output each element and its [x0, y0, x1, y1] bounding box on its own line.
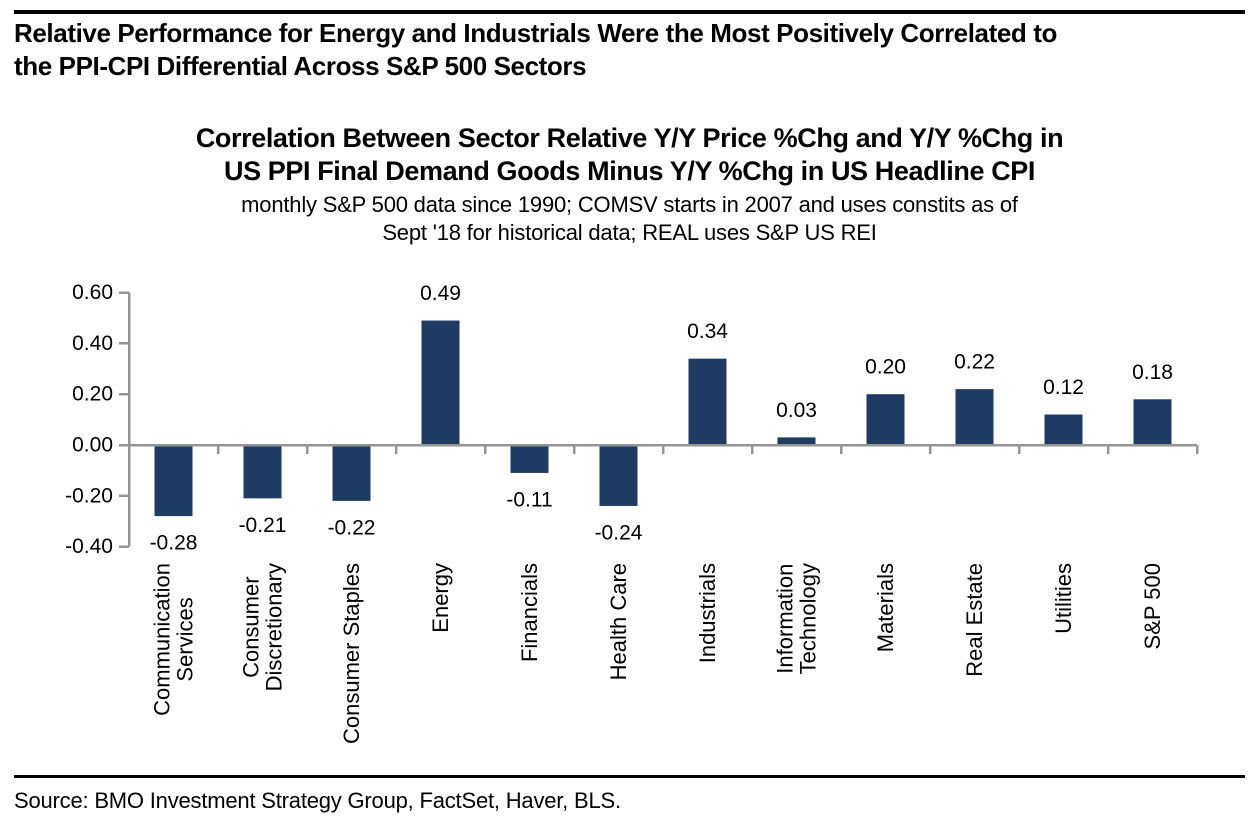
bar-value-label: 0.18	[1132, 361, 1173, 384]
y-axis-tick-label: 0.40	[72, 332, 113, 355]
bar	[421, 320, 460, 445]
category-label: Utilities	[1051, 563, 1076, 634]
chart-subtitle: monthly S&P 500 data since 1990; COMSV s…	[0, 191, 1259, 247]
page-title-line1: Relative Performance for Energy and Indu…	[14, 18, 1057, 48]
bar	[1133, 399, 1172, 445]
category-label: Information	[773, 564, 798, 674]
bar-value-label: -0.24	[595, 521, 643, 544]
category-label: Discretionary	[262, 563, 287, 691]
bar	[332, 445, 371, 501]
category-label: Financials	[517, 563, 542, 662]
bar-value-label: 0.12	[1043, 376, 1084, 399]
bar-value-label: -0.21	[239, 514, 287, 537]
bar-value-label: -0.28	[150, 532, 198, 555]
chart-subtitle-line2: Sept '18 for historical data; REAL uses …	[382, 220, 877, 245]
y-axis-tick-label: 0.20	[72, 383, 113, 406]
bar-value-label: 0.49	[420, 282, 461, 305]
y-axis-tick-label: -0.20	[65, 484, 113, 507]
chart-subtitle-line1: monthly S&P 500 data since 1990; COMSV s…	[241, 192, 1018, 217]
category-label: Consumer	[239, 576, 264, 677]
bar	[154, 445, 193, 517]
bar-value-label: 0.34	[687, 320, 728, 343]
bar	[1044, 414, 1083, 445]
category-label: Services	[173, 597, 198, 681]
category-label: S&P 500	[1140, 563, 1165, 649]
bar	[599, 445, 638, 506]
category-label: Energy	[428, 563, 453, 633]
category-label: Materials	[873, 563, 898, 652]
bar	[243, 445, 282, 499]
bar	[866, 394, 905, 445]
bar-value-label: 0.03	[776, 399, 817, 422]
category-label: Health Care	[606, 563, 631, 680]
category-label: Real Estate	[962, 563, 987, 677]
bar-value-label: 0.20	[865, 356, 906, 379]
page-title-line2: the PPI-CPI Differential Across S&P 500 …	[14, 51, 587, 81]
bar	[955, 389, 994, 445]
bar	[688, 358, 727, 445]
y-axis-tick-label: 0.00	[72, 434, 113, 457]
chart-title: Correlation Between Sector Relative Y/Y …	[0, 122, 1259, 188]
bar-value-label: 0.22	[954, 351, 995, 374]
top-divider	[14, 10, 1245, 14]
category-label: Consumer Staples	[339, 563, 364, 744]
category-label: Technology	[796, 563, 821, 674]
y-axis-tick-label: -0.40	[65, 535, 113, 558]
chart-title-line1: Correlation Between Sector Relative Y/Y …	[195, 123, 1064, 153]
chart-title-line2: US PPI Final Demand Goods Minus Y/Y %Chg…	[223, 156, 1036, 186]
bar	[777, 437, 816, 445]
category-label: Industrials	[695, 563, 720, 663]
bar	[510, 445, 549, 473]
source-note: Source: BMO Investment Strategy Group, F…	[14, 788, 621, 813]
bar-value-label: -0.22	[328, 516, 376, 539]
bottom-divider	[14, 775, 1245, 778]
bar-value-label: -0.11	[506, 488, 552, 511]
page-title: Relative Performance for Energy and Indu…	[14, 17, 1249, 83]
category-label: Communication	[150, 563, 175, 716]
y-axis-tick-label: 0.60	[72, 281, 113, 304]
